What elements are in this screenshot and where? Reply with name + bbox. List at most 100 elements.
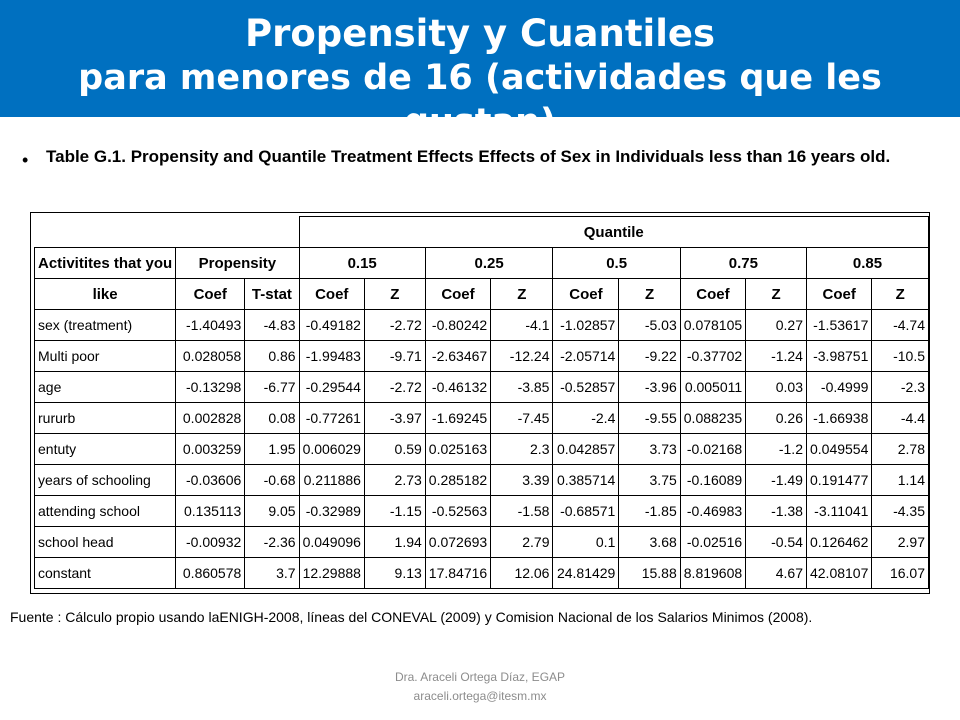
table-cell: -0.68 bbox=[244, 464, 300, 496]
table-cell: 0.59 bbox=[363, 433, 426, 465]
table-cell: 0.26 bbox=[745, 402, 807, 434]
column-subheader: Coef bbox=[175, 278, 246, 310]
table-cell: 2.97 bbox=[871, 526, 929, 558]
table-cell: -3.97 bbox=[363, 402, 426, 434]
table-row: entuty 0.003259 1.95 0.006029 0.59 0.025163 2.… bbox=[33, 433, 929, 465]
table-cell: 17.84716 bbox=[424, 557, 492, 589]
quantile-value-header: 0.5 bbox=[552, 247, 681, 279]
header-row-subheaders: like Coef T-stat Coef Z Coef Z Coef Z Coef Z Coef Z bbox=[33, 278, 929, 310]
table-cell: 0.211886 bbox=[298, 464, 365, 496]
table-cell: 0.191477 bbox=[805, 464, 873, 496]
table-cell: -1.15 bbox=[363, 495, 426, 527]
row-label: rururb bbox=[33, 402, 177, 434]
table-cell: -0.49182 bbox=[298, 309, 365, 341]
column-subheader: Coef bbox=[298, 278, 365, 310]
table-cell: 0.03 bbox=[745, 371, 807, 403]
table-cell: 0.08 bbox=[244, 402, 300, 434]
table-cell: 0.042857 bbox=[552, 433, 620, 465]
table-cell: -9.55 bbox=[618, 402, 681, 434]
table-cell: -1.66938 bbox=[805, 402, 873, 434]
table-cell: 2.78 bbox=[871, 433, 929, 465]
table-cell: -0.37702 bbox=[679, 340, 747, 372]
table-row: age -0.13298 -6.77 -0.29544 -2.72 -0.46132 -3.… bbox=[33, 371, 929, 403]
propensity-header: Propensity bbox=[175, 247, 300, 279]
slide-title-line1: Propensity y Cuantiles bbox=[244, 12, 716, 55]
source-note: Fuente : Cálculo propio usando laENIGH-2… bbox=[10, 609, 813, 625]
table-cell: -7.45 bbox=[490, 402, 554, 434]
table-cell: 3.75 bbox=[618, 464, 681, 496]
table-cell: 12.06 bbox=[490, 557, 554, 589]
table-cell: -4.1 bbox=[490, 309, 554, 341]
table-cell: -5.03 bbox=[618, 309, 681, 341]
quantile-header: Quantile bbox=[298, 216, 930, 248]
table-cell: -4.35 bbox=[871, 495, 929, 527]
table-cell: 0.005011 bbox=[679, 371, 747, 403]
footer-author: Dra. Araceli Ortega Díaz, EGAP bbox=[394, 670, 566, 684]
table-cell: 15.88 bbox=[618, 557, 681, 589]
table-cell: 0.126462 bbox=[805, 526, 873, 558]
table-cell: -0.29544 bbox=[298, 371, 365, 403]
footer: Dra. Araceli Ortega Díaz, EGAP araceli.o… bbox=[0, 668, 960, 706]
table-cell: -4.83 bbox=[244, 309, 300, 341]
table-cell: 1.94 bbox=[363, 526, 426, 558]
table-cell: -6.77 bbox=[244, 371, 300, 403]
table-cell: -0.13298 bbox=[175, 371, 246, 403]
table-cell: 0.049096 bbox=[298, 526, 365, 558]
table-cell: 3.39 bbox=[490, 464, 554, 496]
table-cell: 4.67 bbox=[745, 557, 807, 589]
table-cell: -0.00932 bbox=[175, 526, 246, 558]
table-cell: -2.72 bbox=[363, 309, 426, 341]
bullet-icon: • bbox=[22, 150, 29, 170]
row-label: years of schooling bbox=[33, 464, 177, 496]
table-caption: Table G.1. Propensity and Quantile Treat… bbox=[46, 147, 891, 166]
table-cell: 0.86 bbox=[244, 340, 300, 372]
table-cell: -1.53617 bbox=[805, 309, 873, 341]
row-label: attending school bbox=[33, 495, 177, 527]
table-cell: 0.285182 bbox=[424, 464, 492, 496]
header-row-groups: Activitites that you Propensity 0.15 0.25 0.… bbox=[33, 247, 930, 279]
table-row: years of schooling -0.03606 -0.68 0.211886 2… bbox=[33, 464, 929, 496]
table-cell: -3.98751 bbox=[805, 340, 873, 372]
row-label: entuty bbox=[33, 433, 177, 465]
header-row-quantile: Quantile bbox=[35, 216, 930, 248]
table-cell: 1.14 bbox=[871, 464, 929, 496]
table-row: sex (treatment) -1.40493 -4.83 -0.49182 -2.7… bbox=[33, 309, 929, 341]
table-cell: -1.40493 bbox=[175, 309, 246, 341]
blank-corner-cell bbox=[35, 217, 176, 248]
table-cell: -0.46132 bbox=[424, 371, 492, 403]
table-cell: -0.4999 bbox=[805, 371, 873, 403]
table-cell: -1.58 bbox=[490, 495, 554, 527]
table-cell: 2.79 bbox=[490, 526, 554, 558]
table-cell: -1.85 bbox=[618, 495, 681, 527]
table-cell: -0.16089 bbox=[679, 464, 747, 496]
table-cell: 16.07 bbox=[871, 557, 929, 589]
table-cell: -0.52857 bbox=[552, 371, 620, 403]
table-cell: 1.95 bbox=[244, 433, 300, 465]
table-cell: -2.63467 bbox=[424, 340, 492, 372]
table-cell: 8.819608 bbox=[679, 557, 747, 589]
table-cell: -0.02516 bbox=[679, 526, 747, 558]
row-header-line2: like bbox=[33, 278, 177, 310]
table-cell: -1.02857 bbox=[552, 309, 620, 341]
column-subheader: Z bbox=[745, 278, 807, 310]
column-subheader: Z bbox=[490, 278, 554, 310]
table-cell: -0.03606 bbox=[175, 464, 246, 496]
table-cell: 3.73 bbox=[618, 433, 681, 465]
table-cell: 0.028058 bbox=[175, 340, 246, 372]
table-cell: 42.08107 bbox=[805, 557, 873, 589]
table-row: constant 0.860578 3.7 12.29888 9.13 17.84716 1… bbox=[33, 557, 929, 589]
table-cell: 0.385714 bbox=[552, 464, 620, 496]
table-cell: -1.49 bbox=[745, 464, 807, 496]
table-cell: -9.71 bbox=[363, 340, 426, 372]
table-cell: -2.05714 bbox=[552, 340, 620, 372]
row-label: age bbox=[33, 371, 177, 403]
table-cell: -1.2 bbox=[745, 433, 807, 465]
quantile-value-header: 0.75 bbox=[679, 247, 807, 279]
table-cell: 0.006029 bbox=[298, 433, 365, 465]
table-cell: -3.85 bbox=[490, 371, 554, 403]
table-cell: 0.003259 bbox=[175, 433, 246, 465]
blank-propensity-cell bbox=[176, 217, 299, 248]
table-cell: 3.68 bbox=[618, 526, 681, 558]
column-subheader: Z bbox=[871, 278, 929, 310]
quantile-value-header: 0.25 bbox=[424, 247, 554, 279]
